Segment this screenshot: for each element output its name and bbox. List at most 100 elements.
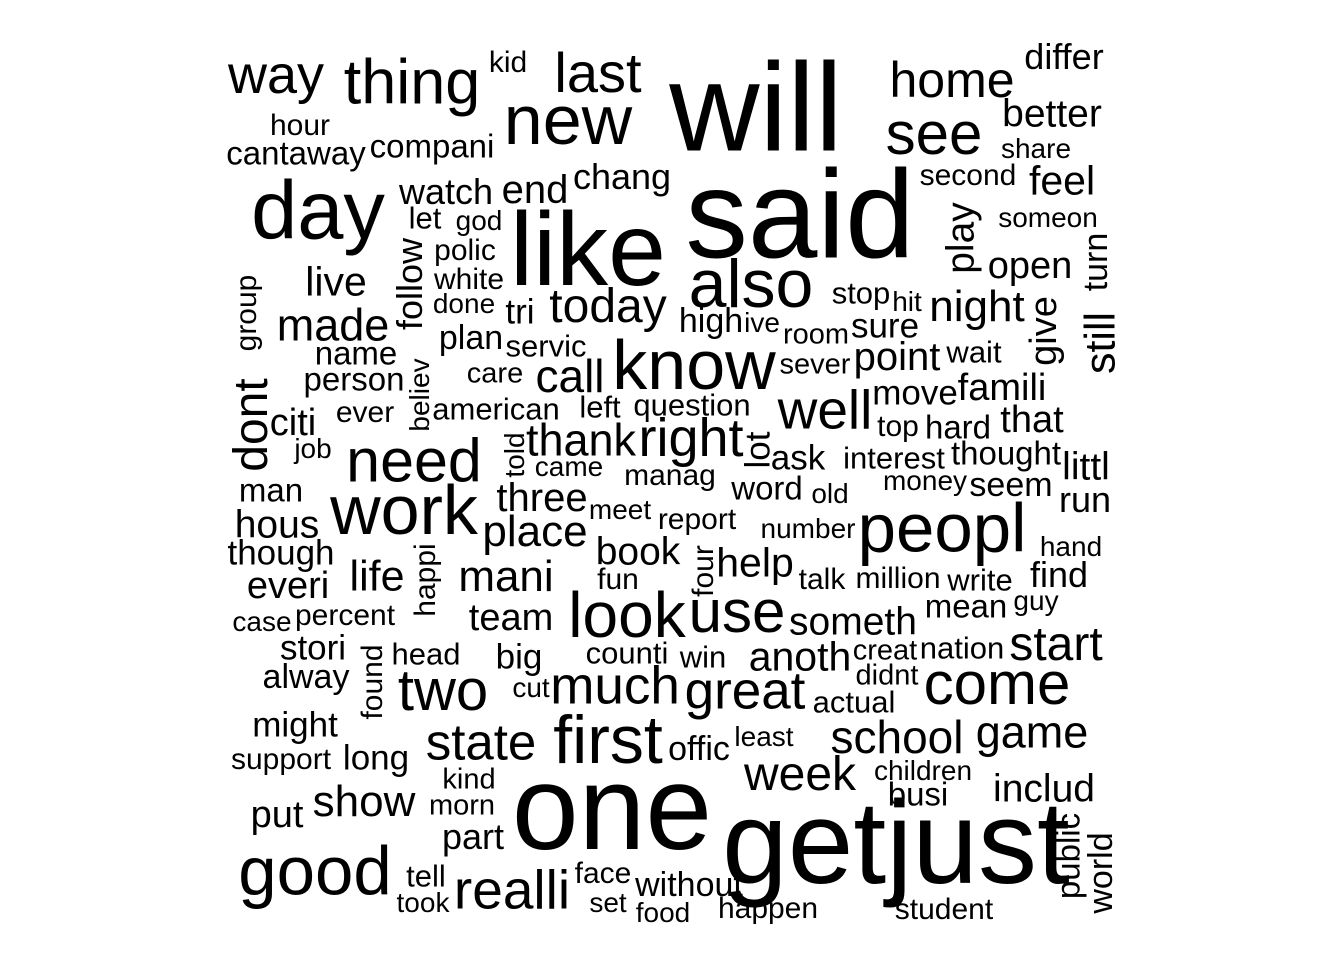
word-stop: stop	[831, 275, 891, 311]
word-fun: fun	[597, 563, 639, 596]
word-week: week	[743, 748, 857, 801]
word-anoth: anoth	[748, 633, 852, 680]
word-see: see	[885, 100, 983, 167]
word-kind: kind	[442, 763, 496, 796]
word-getjust: getjust	[722, 777, 1070, 909]
word-littl: littl	[1062, 445, 1110, 489]
word-student: student	[894, 893, 994, 926]
word-well: well	[777, 378, 873, 441]
word-said: said	[685, 145, 915, 285]
word-question: question	[633, 387, 751, 423]
word-today: today	[549, 280, 667, 333]
word-win: win	[679, 639, 727, 675]
word-face: face	[574, 857, 632, 890]
word-talk: talk	[798, 563, 846, 596]
word-day: day	[251, 163, 385, 257]
word-tell: tell	[406, 858, 446, 894]
word-report: report	[657, 503, 737, 536]
word-end: end	[501, 168, 569, 212]
word-believ: believ	[404, 358, 435, 432]
word-took: took	[396, 887, 450, 918]
word-ask: ask	[770, 438, 826, 478]
word-start: start	[1009, 618, 1103, 671]
word-happi: happi	[409, 543, 442, 617]
word-white: white	[433, 263, 505, 296]
word-nation: nation	[919, 630, 1005, 666]
word-hour: hour	[269, 109, 331, 142]
word-alway: alway	[262, 658, 350, 696]
word-seem: seem	[969, 466, 1053, 504]
word-play: play	[939, 202, 983, 274]
word-peopl: peopl	[857, 489, 1027, 567]
word-tri: tri	[505, 292, 535, 332]
word-come: come	[923, 650, 1071, 717]
word-group: group	[230, 274, 263, 352]
word-plan: plan	[438, 319, 504, 357]
word-help: help	[716, 539, 794, 586]
word-food: food	[635, 897, 691, 928]
word-public: public	[1049, 812, 1087, 900]
word-didnt: didnt	[855, 659, 919, 692]
word-manag: manag	[624, 459, 716, 492]
word-busi: busi	[887, 775, 949, 813]
word-one: one	[511, 741, 713, 875]
word-polic: polic	[434, 234, 496, 267]
word-high: high	[678, 302, 744, 340]
word-first: first	[553, 702, 663, 778]
word-world: world	[1082, 832, 1120, 914]
word-percent: percent	[294, 599, 396, 632]
word-told: told	[499, 432, 530, 478]
word-that: that	[1000, 399, 1064, 441]
word-sure: sure	[850, 306, 920, 346]
word-work: work	[330, 471, 478, 549]
word-person: person	[303, 360, 405, 398]
word-thought: thought	[950, 434, 1062, 472]
word-game: game	[975, 706, 1089, 758]
word-like: like	[509, 192, 667, 308]
word-right: right	[638, 408, 744, 468]
word-god: god	[455, 205, 503, 236]
word-found: found	[356, 644, 389, 720]
word-book: book	[595, 530, 681, 574]
word-american: american	[432, 391, 560, 427]
word-million: million	[855, 562, 941, 595]
word-last: last	[554, 41, 642, 104]
word-share: share	[1000, 133, 1072, 164]
word-two: two	[397, 658, 489, 723]
word-done: done	[432, 288, 496, 319]
word-know: know	[612, 326, 776, 404]
word-man: man	[238, 471, 304, 509]
word-cantaway: cantaway	[226, 134, 366, 172]
word-actual: actual	[812, 684, 896, 720]
word-least: least	[734, 721, 794, 752]
word-guy: guy	[1013, 585, 1059, 616]
word-home: home	[889, 52, 1015, 108]
word-interest: interest	[843, 440, 945, 476]
word-will: will	[669, 38, 843, 178]
word-good: good	[238, 832, 392, 910]
word-need: need	[346, 426, 482, 495]
word-differ: differ	[1024, 36, 1104, 77]
word-room: room	[782, 318, 850, 351]
word-lot: lot	[738, 431, 778, 469]
word-head: head	[391, 636, 461, 672]
word-hous: hous	[234, 503, 320, 547]
word-give: give	[1023, 296, 1065, 366]
word-school: school	[830, 711, 964, 763]
word-state: state	[425, 713, 537, 771]
word-made: made	[276, 299, 390, 351]
word-case: case	[232, 606, 292, 637]
word-write: write	[947, 562, 1013, 598]
word-place: place	[482, 507, 588, 556]
word-servic: servic	[505, 328, 587, 364]
word-compani: compani	[369, 127, 495, 165]
word-part: part	[441, 816, 505, 857]
word-follow: follow	[389, 237, 430, 331]
word-find: find	[1029, 554, 1089, 595]
word-thank: thank	[525, 414, 637, 466]
word-three: three	[496, 476, 588, 520]
word-hard: hard	[924, 408, 992, 446]
word-sever: sever	[779, 348, 851, 381]
word-second: second	[919, 159, 1017, 192]
word-hand: hand	[1039, 531, 1103, 562]
